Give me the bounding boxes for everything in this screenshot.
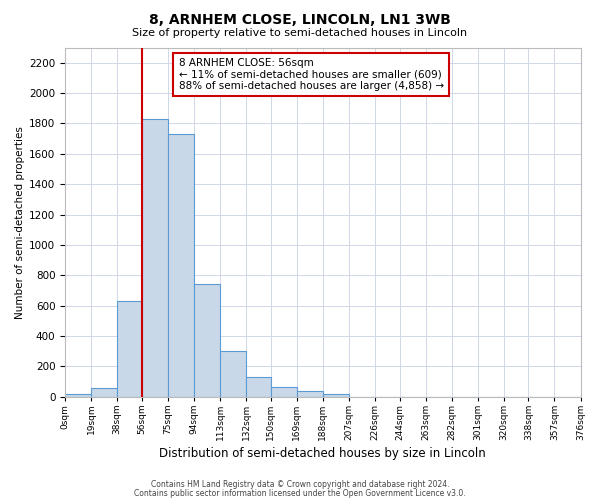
Text: 8, ARNHEM CLOSE, LINCOLN, LN1 3WB: 8, ARNHEM CLOSE, LINCOLN, LN1 3WB	[149, 12, 451, 26]
Text: Contains HM Land Registry data © Crown copyright and database right 2024.: Contains HM Land Registry data © Crown c…	[151, 480, 449, 489]
Bar	[117, 301, 142, 396]
X-axis label: Distribution of semi-detached houses by size in Lincoln: Distribution of semi-detached houses by …	[160, 447, 486, 460]
Bar	[142, 119, 168, 396]
Bar	[194, 284, 220, 397]
Text: Contains public sector information licensed under the Open Government Licence v3: Contains public sector information licen…	[134, 488, 466, 498]
Bar	[297, 390, 323, 396]
Bar	[246, 377, 271, 396]
Text: Size of property relative to semi-detached houses in Lincoln: Size of property relative to semi-detach…	[133, 28, 467, 38]
Bar	[168, 134, 194, 396]
Bar	[271, 387, 297, 396]
Bar	[91, 388, 117, 396]
Bar	[65, 394, 91, 396]
Bar	[323, 394, 349, 396]
Y-axis label: Number of semi-detached properties: Number of semi-detached properties	[15, 126, 25, 318]
Bar	[220, 351, 246, 397]
Text: 8 ARNHEM CLOSE: 56sqm
← 11% of semi-detached houses are smaller (609)
88% of sem: 8 ARNHEM CLOSE: 56sqm ← 11% of semi-deta…	[179, 58, 443, 91]
